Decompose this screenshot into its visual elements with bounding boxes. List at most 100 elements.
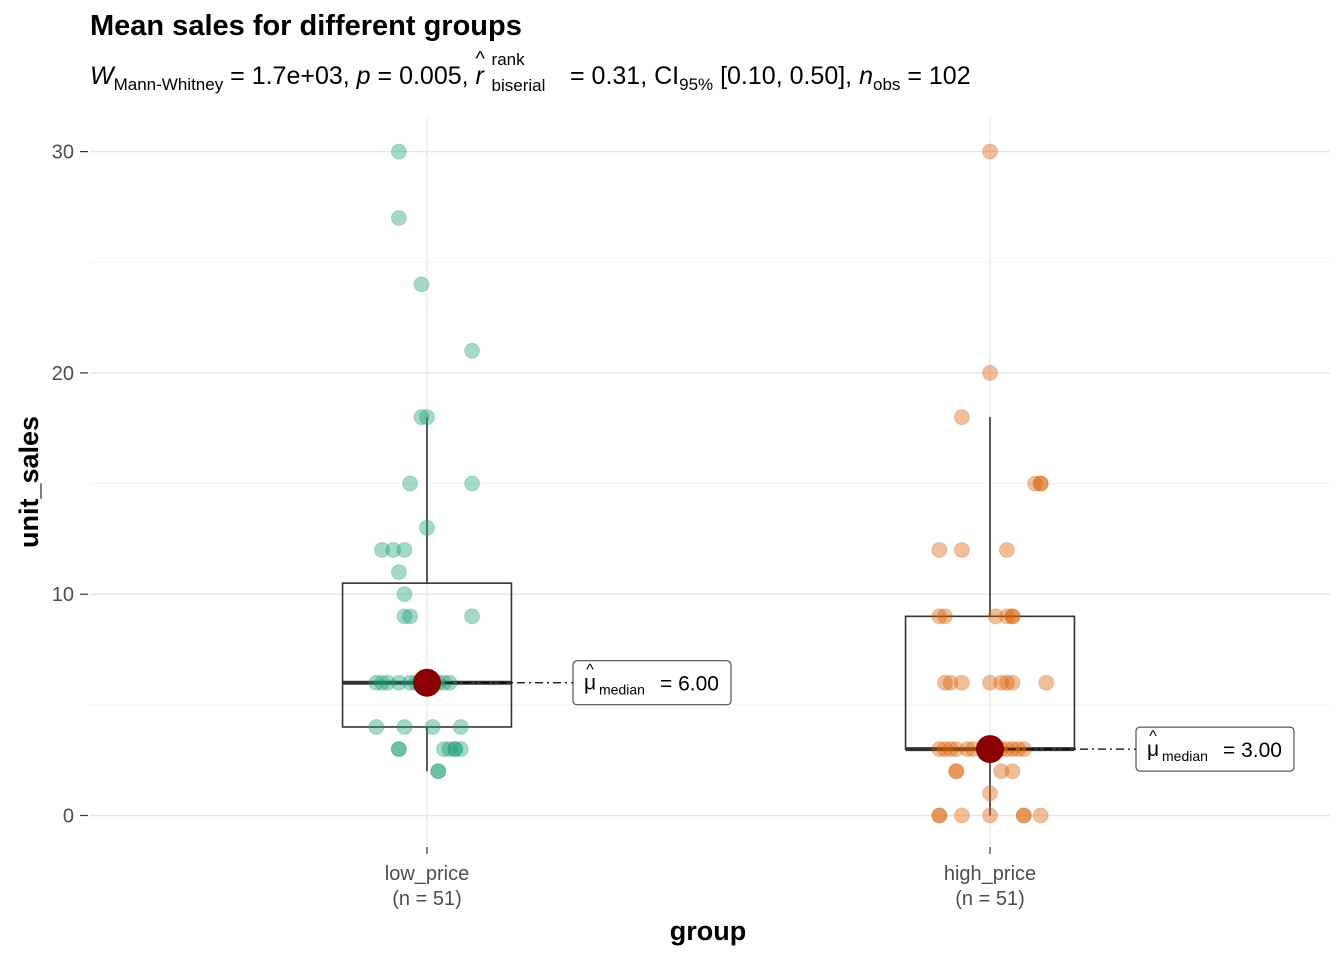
data-point <box>441 741 458 758</box>
data-point <box>982 807 998 824</box>
data-point <box>452 741 469 758</box>
data-point <box>936 674 953 691</box>
median-label-box <box>1135 726 1295 772</box>
data-point <box>390 741 407 758</box>
data-point <box>402 608 419 625</box>
median-label-hat: ^ <box>1149 728 1157 745</box>
data-point <box>464 608 481 625</box>
data-point <box>464 342 481 359</box>
data-point <box>936 741 953 758</box>
data-point <box>402 475 419 492</box>
data-point <box>953 541 970 558</box>
median-label-box <box>572 660 732 706</box>
data-point <box>413 276 430 293</box>
p-value: = 0.005, <box>370 62 476 90</box>
data-point <box>931 541 948 558</box>
data-point <box>447 741 464 758</box>
data-point <box>390 741 407 758</box>
y-tick-label: 30 <box>52 142 74 164</box>
data-point <box>993 674 1010 691</box>
data-point <box>998 541 1015 558</box>
data-point <box>931 741 948 758</box>
data-point <box>998 608 1015 625</box>
data-point <box>987 608 1004 625</box>
data-point <box>379 674 396 691</box>
data-point <box>1004 608 1021 625</box>
data-point <box>1004 763 1021 780</box>
x-tick-count: (n = 51) <box>955 888 1024 910</box>
data-point <box>993 763 1010 780</box>
data-point <box>396 541 413 558</box>
data-point <box>452 718 469 735</box>
data-point <box>982 785 998 802</box>
r-superscript: rank <box>491 50 525 69</box>
box-body <box>341 582 513 728</box>
data-point <box>1004 674 1021 691</box>
data-point <box>1032 807 1049 824</box>
p-symbol: p <box>356 62 371 90</box>
data-point <box>948 741 965 758</box>
data-point <box>435 741 452 758</box>
data-point <box>982 364 998 381</box>
median-markers: ^μ median = 6.00^μ median = 3.00 <box>413 660 1295 772</box>
x-tick-label: low_price <box>385 863 469 885</box>
data-point <box>959 741 976 758</box>
data-point <box>982 674 998 691</box>
r-value: = 0.31, CI <box>563 62 680 90</box>
median-label-value: = 6.00 <box>660 673 719 696</box>
data-point <box>1027 475 1044 492</box>
data-point <box>464 475 481 492</box>
data-point <box>424 718 441 735</box>
x-axis-title: group <box>670 916 746 946</box>
data-point <box>430 763 447 780</box>
data-point <box>953 674 970 691</box>
r-hat: ^ <box>475 48 485 70</box>
median-label-subscript: median <box>599 682 645 698</box>
n-value: = 102 <box>900 62 971 90</box>
data-point <box>942 741 959 758</box>
ci-value: [0.10, 0.50], <box>713 62 860 90</box>
data-point <box>936 608 953 625</box>
data-point <box>396 718 413 735</box>
data-point <box>1032 475 1049 492</box>
data-point <box>373 674 390 691</box>
x-tick-label: high_price <box>944 863 1036 885</box>
data-point <box>413 409 430 426</box>
w-symbol: W <box>90 62 114 90</box>
data-point <box>419 409 435 426</box>
data-point <box>390 209 407 226</box>
y-tick-label: 20 <box>52 363 74 385</box>
y-tick-label: 0 <box>63 806 74 828</box>
n-subscript: obs <box>872 75 901 94</box>
r-subscript: biserial <box>491 76 546 95</box>
median-label-hat: ^ <box>586 662 594 679</box>
data-point <box>419 519 435 536</box>
data-point <box>982 143 998 160</box>
data-point <box>385 541 402 558</box>
data-point <box>373 541 390 558</box>
data-point <box>447 741 464 758</box>
data-point <box>953 807 970 824</box>
data-point <box>942 674 959 691</box>
data-point <box>368 718 385 735</box>
data-point <box>390 564 407 581</box>
w-subscript: Mann-Whitney <box>113 75 224 94</box>
data-point <box>390 143 407 160</box>
x-tick-count: (n = 51) <box>392 888 461 910</box>
data-point <box>931 807 948 824</box>
data-point <box>1032 475 1049 492</box>
data-point <box>1038 674 1055 691</box>
data-point <box>1004 608 1021 625</box>
median-point <box>976 735 1004 764</box>
median-label-value: = 3.00 <box>1223 739 1282 762</box>
data-point <box>953 409 970 426</box>
n-symbol: n <box>859 62 873 90</box>
x-axis: low_price (n = 51) high_price (n = 51) <box>385 847 1036 910</box>
data-point <box>396 586 413 603</box>
y-axis-title: unit_sales <box>14 416 44 548</box>
data-point <box>430 763 447 780</box>
median-label-subscript: median <box>1162 748 1208 764</box>
data-point <box>948 763 965 780</box>
y-tick-label: 10 <box>52 584 74 606</box>
